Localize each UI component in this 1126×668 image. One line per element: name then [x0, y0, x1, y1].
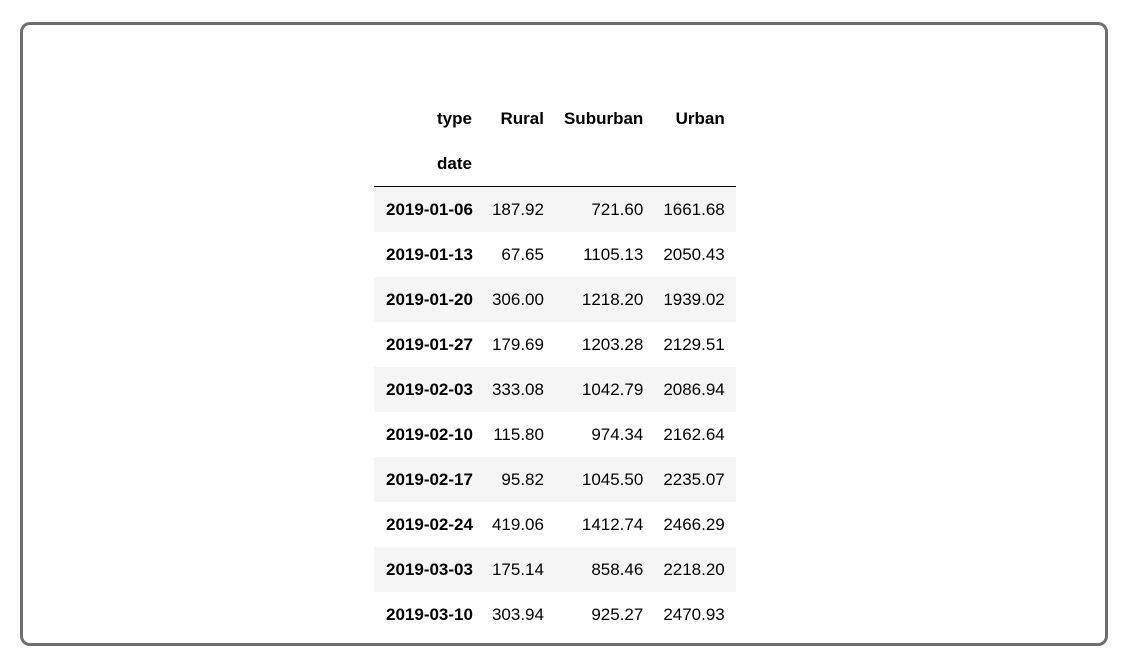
table-row: 2019-02-17 95.82 1045.50 2235.07: [374, 457, 736, 502]
index-header-blank: [482, 141, 555, 187]
cell-urban: 2235.07: [663, 469, 725, 489]
cell-suburban: 1203.28: [581, 334, 644, 354]
cell-suburban: 1045.50: [581, 469, 644, 489]
cell-rural: 419.06: [491, 514, 544, 534]
index-header-blank: [554, 141, 655, 187]
index-name-label: date: [374, 141, 483, 187]
cell-urban: 2050.43: [663, 244, 725, 264]
row-date: 2019-02-10: [386, 424, 473, 444]
column-header-suburban: Suburban: [563, 108, 644, 128]
row-date: 2019-01-06: [386, 199, 473, 219]
cell-rural: 333.08: [491, 379, 544, 399]
cell-urban: 2086.94: [663, 379, 725, 399]
cell-rural: 179.69: [491, 334, 544, 354]
row-date: 2019-02-24: [386, 514, 473, 534]
cell-rural: 306.00: [491, 289, 544, 309]
cell-urban: 2470.93: [663, 604, 725, 624]
cell-rural: 95.82: [501, 469, 544, 489]
table-row: 2019-01-06 187.92 721.60 1661.68: [374, 186, 736, 232]
cell-suburban: 858.46: [591, 559, 644, 579]
table-row: 2019-01-20 306.00 1218.20 1939.02: [374, 277, 736, 322]
index-header-row: date: [374, 141, 736, 187]
row-date: 2019-03-10: [386, 604, 473, 624]
output-frame: type Rural Suburban Urban date 2019-01-0…: [20, 22, 1108, 646]
cell-urban: 2129.51: [663, 334, 725, 354]
column-header-rural: Rural: [500, 108, 544, 128]
cell-suburban: 1105.13: [583, 244, 644, 264]
table-row: 2019-03-10 303.94 925.27 2470.93: [374, 592, 736, 637]
row-date: 2019-02-03: [386, 379, 473, 399]
column-header-urban: Urban: [675, 108, 725, 128]
row-date: 2019-02-17: [386, 469, 473, 489]
cell-suburban: 721.60: [591, 199, 644, 219]
row-date: 2019-01-13: [386, 244, 473, 264]
table-row: 2019-01-27 179.69 1203.28 2129.51: [374, 322, 736, 367]
cell-rural: 175.14: [491, 559, 544, 579]
index-header-blank: [654, 141, 736, 187]
row-date: 2019-01-20: [386, 289, 473, 309]
cell-suburban: 1042.79: [581, 379, 644, 399]
cell-urban: 2218.20: [663, 559, 725, 579]
table-row: 2019-03-03 175.14 858.46 2218.20: [374, 547, 736, 592]
cell-suburban: 1218.20: [581, 289, 644, 309]
dataframe-table: type Rural Suburban Urban date 2019-01-0…: [374, 94, 736, 637]
cell-rural: 67.65: [501, 244, 544, 264]
table-row: 2019-02-24 419.06 1412.74 2466.29: [374, 502, 736, 547]
columns-name-label: type: [437, 108, 472, 128]
cell-rural: 115.80: [493, 424, 544, 444]
cell-urban: 2466.29: [663, 514, 725, 534]
table-row: 2019-02-03 333.08 1042.79 2086.94: [374, 367, 736, 412]
column-header-row: type Rural Suburban Urban: [374, 94, 736, 141]
table-row: 2019-01-13 67.65 1105.13 2050.43: [374, 232, 736, 277]
cell-urban: 2162.64: [663, 424, 725, 444]
cell-suburban: 1412.74: [581, 514, 644, 534]
row-date: 2019-03-03: [386, 559, 473, 579]
cell-suburban: 925.27: [591, 604, 644, 624]
cell-rural: 187.92: [491, 199, 544, 219]
table-row: 2019-02-10 115.80 974.34 2162.64: [374, 412, 736, 457]
cell-suburban: 974.34: [591, 424, 644, 444]
cell-urban: 1939.02: [663, 289, 725, 309]
cell-urban: 1661.68: [663, 199, 725, 219]
row-date: 2019-01-27: [386, 334, 473, 354]
cell-rural: 303.94: [491, 604, 544, 624]
